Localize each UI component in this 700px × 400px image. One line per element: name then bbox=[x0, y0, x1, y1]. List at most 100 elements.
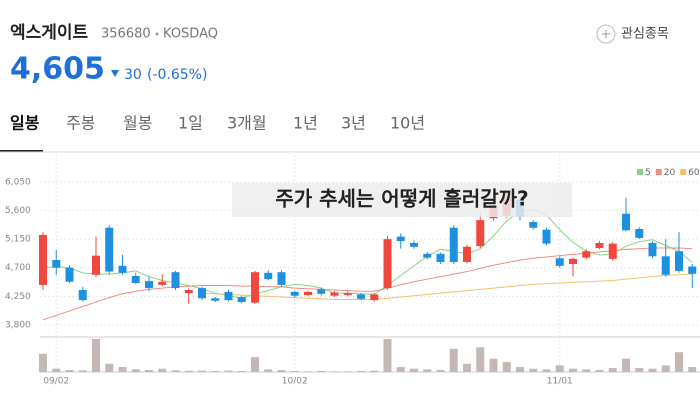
volume-bar bbox=[489, 358, 498, 372]
volume-bar bbox=[529, 368, 538, 372]
x-tick-label: 09/02 bbox=[43, 377, 69, 387]
plus-icon bbox=[596, 24, 616, 44]
y-tick-label: 5,150 bbox=[5, 235, 31, 245]
volume-bar bbox=[105, 363, 114, 372]
volume-bar bbox=[304, 371, 312, 372]
candle-body bbox=[622, 213, 630, 231]
volume-bar bbox=[211, 371, 220, 372]
volume-bar bbox=[92, 339, 100, 372]
ma-line bbox=[42, 209, 693, 299]
volume-bar bbox=[65, 370, 74, 372]
y-tick-label: 4,700 bbox=[5, 263, 31, 273]
legend-label: 5 bbox=[645, 168, 651, 178]
candle-body bbox=[277, 272, 286, 285]
tab[interactable]: 1년 bbox=[293, 114, 318, 133]
candle-body bbox=[343, 293, 352, 296]
volume-bar bbox=[648, 368, 657, 372]
tab[interactable]: 1일 bbox=[178, 114, 203, 133]
candle-body bbox=[555, 258, 564, 266]
candle-body bbox=[582, 251, 591, 258]
volume-bar bbox=[145, 370, 153, 372]
volume-bar bbox=[410, 368, 418, 372]
volume-bar bbox=[688, 367, 697, 372]
candle-body bbox=[198, 288, 206, 299]
candle-body bbox=[529, 222, 538, 228]
volume-bar bbox=[383, 339, 392, 372]
volume-bar bbox=[251, 357, 259, 372]
stock-code: 356680 bbox=[101, 27, 151, 42]
candle-body bbox=[396, 236, 405, 242]
volume-bar bbox=[555, 365, 564, 372]
candle-body bbox=[131, 276, 140, 283]
volume-bar bbox=[675, 352, 683, 372]
down-arrow bbox=[111, 70, 119, 77]
candle-body bbox=[476, 220, 485, 247]
volume-bar bbox=[158, 368, 167, 372]
tabs: 일봉 주봉 월봉 1일 3개월 1년 3년 10년 bbox=[0, 114, 425, 152]
tab[interactable]: 월봉 bbox=[123, 114, 152, 133]
tab[interactable]: 3년 bbox=[341, 114, 366, 133]
y-tick-label: 4,250 bbox=[5, 292, 31, 302]
tab[interactable]: 10년 bbox=[390, 114, 425, 133]
tab[interactable]: 일봉 bbox=[10, 114, 40, 133]
change: 30 bbox=[124, 67, 142, 83]
legend-label: 20 bbox=[664, 168, 676, 178]
volume-bar bbox=[184, 370, 193, 372]
volume-bar bbox=[317, 371, 326, 372]
watch-button[interactable]: 관심종목 bbox=[596, 24, 669, 44]
plot: 6,050 5,600 5,150 4,700 4,250 3,800 09/02 10/02… bbox=[5, 155, 700, 387]
candle-body bbox=[52, 259, 61, 268]
volume-bar bbox=[52, 368, 61, 372]
volume-bar bbox=[608, 368, 617, 372]
volume-bar bbox=[118, 367, 127, 372]
volume-bar bbox=[423, 369, 432, 372]
volume-bar bbox=[582, 369, 591, 372]
candle-body bbox=[224, 291, 233, 301]
volume-bar bbox=[237, 371, 246, 372]
candle-body bbox=[595, 242, 604, 249]
volume-bar bbox=[436, 370, 445, 372]
volume-bar bbox=[330, 371, 339, 372]
candle-body bbox=[542, 229, 551, 244]
candle-body bbox=[383, 239, 392, 289]
legend-label: 60 bbox=[688, 168, 700, 178]
banner-text: 주가 추세는 어떻게 흘러갈까? bbox=[275, 187, 528, 211]
candle-body bbox=[330, 292, 339, 296]
stock-market: KOSDAQ bbox=[163, 27, 218, 42]
legend-swatch bbox=[680, 169, 687, 175]
volume-bar bbox=[396, 367, 405, 372]
candle-body bbox=[290, 291, 299, 296]
candle-body bbox=[357, 294, 365, 299]
candle-body bbox=[251, 272, 259, 303]
ma-line bbox=[42, 247, 693, 321]
tab[interactable]: 3개월 bbox=[227, 114, 267, 133]
candle-body bbox=[317, 289, 326, 294]
volume-bar bbox=[370, 370, 379, 372]
volume-bar bbox=[595, 370, 604, 372]
legend: 5 20 60 bbox=[637, 168, 700, 178]
plus-sign bbox=[602, 30, 610, 38]
tab-underline bbox=[0, 150, 43, 152]
candle-body bbox=[436, 253, 445, 263]
candle-body bbox=[304, 291, 312, 296]
candle-body bbox=[635, 229, 644, 238]
volume-bar bbox=[569, 368, 577, 372]
volume-bar bbox=[290, 371, 299, 372]
candle-body bbox=[92, 255, 100, 275]
banner bbox=[232, 183, 572, 217]
x-tick-label: 10/02 bbox=[282, 377, 308, 387]
candle-body bbox=[184, 289, 193, 294]
candle-body bbox=[65, 267, 74, 282]
candle-body bbox=[449, 227, 458, 263]
tab[interactable]: 주봉 bbox=[66, 114, 95, 133]
volume-bar bbox=[78, 370, 87, 372]
ma-line bbox=[201, 273, 693, 301]
stock-name: 엑스게이트 bbox=[10, 23, 89, 43]
candle-body bbox=[370, 294, 379, 301]
candle-body bbox=[145, 281, 153, 289]
y-tick-label: 5,600 bbox=[5, 206, 31, 216]
volume-bar bbox=[542, 369, 551, 372]
y-tick-label: 3,800 bbox=[5, 320, 31, 330]
legend-swatch bbox=[637, 169, 643, 175]
